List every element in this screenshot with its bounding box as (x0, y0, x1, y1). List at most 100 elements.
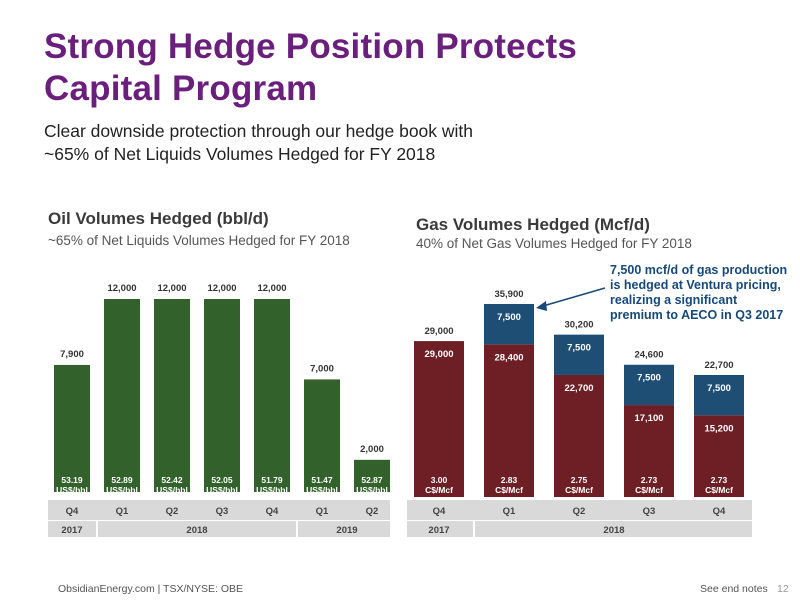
oil-chart-title: Oil Volumes Hedged (bbl/d) (48, 209, 269, 228)
gas-category-tick: Q1 (503, 506, 516, 517)
oil-price-unit-label: US$/bbl (106, 485, 138, 495)
gas-premium-label: 7,500 (707, 383, 731, 394)
gas-category-tick: Q4 (713, 506, 726, 517)
oil-bar (304, 379, 340, 492)
title-line-2: Capital Program (44, 69, 318, 108)
gas-bar-base (624, 405, 674, 497)
gas-quarter-band (407, 500, 752, 520)
oil-price-unit-label: US$/bbl (56, 485, 88, 495)
gas-bar-premium (694, 374, 744, 416)
gas-chart-title: Gas Volumes Hedged (Mcf/d) (416, 215, 650, 234)
gas-premium-label: 7,500 (637, 373, 661, 384)
oil-category-tick: Q2 (166, 506, 179, 517)
oil-price-label: 52.89 (111, 475, 133, 485)
oil-year-label: 2018 (186, 525, 207, 536)
oil-value-label: 12,000 (207, 283, 236, 294)
gas-price-unit-label: C$/Mcf (705, 485, 733, 495)
gas-bar-base (414, 341, 464, 497)
oil-volumes-chart: 7,90053.19US$/bbl12,00052.89US$/bbl12,00… (48, 283, 390, 537)
footer-end-notes: See end notes (700, 583, 768, 595)
annotation-arrow-line (542, 287, 606, 307)
oil-price-label: 51.47 (311, 475, 333, 485)
oil-value-label: 7,000 (310, 363, 334, 374)
gas-price-unit-label: C$/Mcf (635, 485, 663, 495)
oil-price-unit-label: US$/bbl (206, 485, 238, 495)
gas-bar-base (554, 374, 604, 497)
oil-category-tick: Q3 (216, 506, 229, 517)
gas-bar-base (694, 415, 744, 497)
subtitle-line-2: ~65% of Net Liquids Volumes Hedged for F… (44, 144, 436, 164)
gas-base-label: 28,400 (494, 352, 523, 363)
gas-year-label: 2017 (428, 525, 449, 536)
gas-base-label: 22,700 (564, 383, 593, 394)
oil-bar (354, 459, 390, 492)
oil-year-band (48, 521, 390, 537)
page-title: Strong Hedge Position Protects Capital P… (44, 26, 764, 110)
oil-value-label: 12,000 (157, 283, 186, 294)
gas-bar-base (484, 344, 534, 497)
gas-price-label: 2.73 (641, 475, 658, 485)
gas-total-label: 22,700 (704, 360, 733, 371)
gas-category-tick: Q3 (643, 506, 656, 517)
gas-price-label: 2.75 (571, 475, 588, 485)
oil-price-label: 53.19 (61, 475, 83, 485)
gas-premium-label: 7,500 (497, 312, 521, 323)
oil-year-label: 2019 (336, 525, 357, 536)
gas-price-label: 2.73 (711, 475, 728, 485)
oil-price-unit-label: US$/bbl (356, 485, 388, 495)
oil-price-unit-label: US$/bbl (256, 485, 288, 495)
gas-base-label: 17,100 (634, 413, 663, 424)
gas-year-label: 2018 (603, 525, 624, 536)
gas-price-label: 2.83 (501, 475, 518, 485)
oil-quarter-band (48, 500, 390, 520)
title-line-1: Strong Hedge Position Protects (44, 27, 577, 66)
gas-bar-premium (484, 304, 534, 345)
gas-year-band (407, 521, 752, 537)
gas-base-label: 29,000 (424, 349, 453, 360)
footer-website: ObsidianEnergy.com | TSX/NYSE: OBE (58, 583, 243, 595)
oil-value-label: 7,900 (60, 349, 84, 360)
oil-value-label: 2,000 (360, 444, 384, 455)
page-number: 12 (777, 583, 789, 595)
gas-total-label: 30,200 (564, 320, 593, 331)
gas-volumes-chart: 29,00029,0003.00C$/Mcf7,50028,40035,9002… (407, 289, 752, 537)
gas-price-unit-label: C$/Mcf (495, 485, 523, 495)
gas-total-label: 35,900 (494, 289, 523, 300)
annotation-arrow-head (536, 301, 547, 311)
oil-bar (204, 299, 240, 492)
gas-price-unit-label: C$/Mcf (425, 485, 453, 495)
gas-chart-subtitle: 40% of Net Gas Volumes Hedged for FY 201… (416, 236, 692, 251)
oil-bar (104, 299, 140, 492)
gas-category-tick: Q4 (433, 506, 446, 517)
oil-price-unit-label: US$/bbl (306, 485, 338, 495)
gas-total-label: 24,600 (634, 350, 663, 361)
oil-bar (54, 364, 90, 492)
oil-bar (154, 299, 190, 492)
oil-category-tick: Q4 (266, 506, 279, 517)
page-subtitle: Clear downside protection through our he… (44, 120, 744, 166)
oil-value-label: 12,000 (107, 283, 136, 294)
gas-bar-premium (554, 334, 604, 375)
gas-price-label: 3.00 (431, 475, 448, 485)
oil-price-label: 51.79 (261, 475, 283, 485)
gas-total-label: 29,000 (424, 326, 453, 337)
gas-base-label: 15,200 (704, 423, 733, 434)
gas-price-unit-label: C$/Mcf (565, 485, 593, 495)
oil-bar (254, 299, 290, 492)
oil-value-label: 12,000 (257, 283, 286, 294)
oil-category-tick: Q4 (66, 506, 79, 517)
oil-price-label: 52.42 (161, 475, 183, 485)
annotation-arrow (536, 287, 606, 311)
oil-category-tick: Q1 (316, 506, 329, 517)
oil-chart-subtitle: ~65% of Net Liquids Volumes Hedged for F… (48, 233, 350, 248)
subtitle-line-1: Clear downside protection through our he… (44, 121, 474, 141)
gas-annotation: 7,500 mcf/d of gas production is hedged … (610, 263, 788, 322)
gas-category-tick: Q2 (573, 506, 586, 517)
oil-category-tick: Q1 (116, 506, 129, 517)
oil-category-tick: Q2 (366, 506, 379, 517)
oil-price-label: 52.87 (361, 475, 383, 485)
gas-premium-label: 7,500 (567, 343, 591, 354)
oil-price-label: 52.05 (211, 475, 233, 485)
gas-bar-premium (624, 364, 674, 406)
